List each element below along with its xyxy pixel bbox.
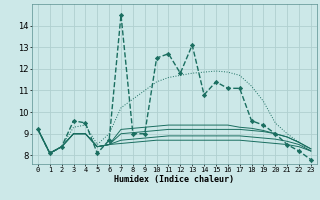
- X-axis label: Humidex (Indice chaleur): Humidex (Indice chaleur): [115, 175, 234, 184]
